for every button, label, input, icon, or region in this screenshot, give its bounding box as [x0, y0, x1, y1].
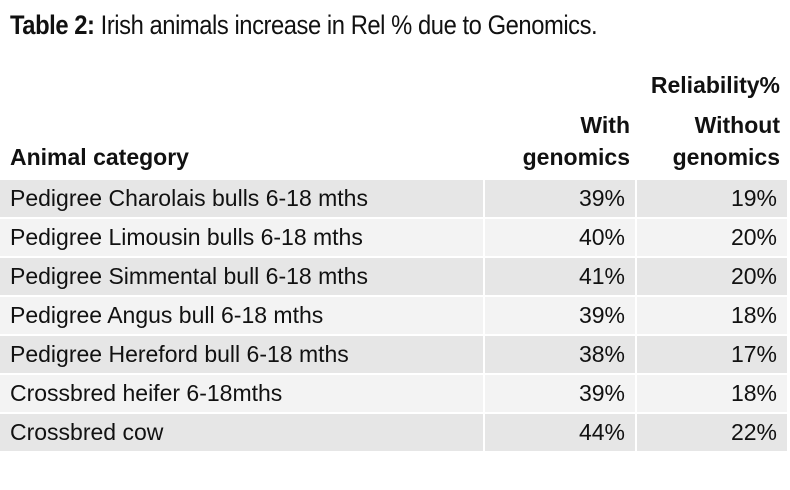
without-genomics-cell: 18% — [637, 375, 787, 412]
table-row: Pedigree Charolais bulls 6-18 mths 39% 19% — [0, 180, 787, 217]
header-without-line1: Without — [694, 112, 780, 138]
without-genomics-cell: 18% — [637, 297, 787, 334]
table-row: Crossbred heifer 6-18mths 39% 18% — [0, 375, 787, 412]
without-genomics-cell: 17% — [637, 336, 787, 373]
category-cell: Pedigree Simmental bull 6-18 mths — [0, 258, 483, 295]
with-genomics-cell: 39% — [485, 375, 635, 412]
with-genomics-cell: 40% — [485, 219, 635, 256]
with-genomics-cell: 39% — [485, 297, 635, 334]
with-genomics-cell: 41% — [485, 258, 635, 295]
without-genomics-cell: 19% — [637, 180, 787, 217]
table-row: Pedigree Angus bull 6-18 mths 39% 18% — [0, 297, 787, 334]
with-genomics-cell: 38% — [485, 336, 635, 373]
table-row: Pedigree Hereford bull 6-18 mths 38% 17% — [0, 336, 787, 373]
table-row: Pedigree Simmental bull 6-18 mths 41% 20% — [0, 258, 787, 295]
table-caption: Irish animals increase in Rel % due to G… — [94, 10, 598, 40]
with-genomics-cell: 44% — [485, 414, 635, 451]
category-cell: Crossbred cow — [0, 414, 483, 451]
category-cell: Pedigree Hereford bull 6-18 mths — [0, 336, 483, 373]
with-genomics-cell: 39% — [485, 180, 635, 217]
header-with-line1: With — [580, 112, 630, 138]
header-with-line2: genomics — [522, 144, 630, 170]
header-without-line2: genomics — [672, 144, 780, 170]
without-genomics-cell: 20% — [637, 219, 787, 256]
table-row: Crossbred cow 44% 22% — [0, 414, 787, 451]
category-cell: Crossbred heifer 6-18mths — [0, 375, 483, 412]
reliability-table: Pedigree Charolais bulls 6-18 mths 39% 19%… — [0, 178, 789, 453]
header-reliability: Reliability% — [650, 72, 780, 98]
table-title: Table 2: Irish animals increase in Rel %… — [10, 10, 598, 41]
without-genomics-cell: 22% — [637, 414, 787, 451]
table-row: Pedigree Limousin bulls 6-18 mths 40% 20% — [0, 219, 787, 256]
header-animal-category: Animal category — [10, 144, 189, 170]
table-label: Table 2: — [10, 10, 95, 40]
category-cell: Pedigree Limousin bulls 6-18 mths — [0, 219, 483, 256]
without-genomics-cell: 20% — [637, 258, 787, 295]
category-cell: Pedigree Charolais bulls 6-18 mths — [0, 180, 483, 217]
category-cell: Pedigree Angus bull 6-18 mths — [0, 297, 483, 334]
